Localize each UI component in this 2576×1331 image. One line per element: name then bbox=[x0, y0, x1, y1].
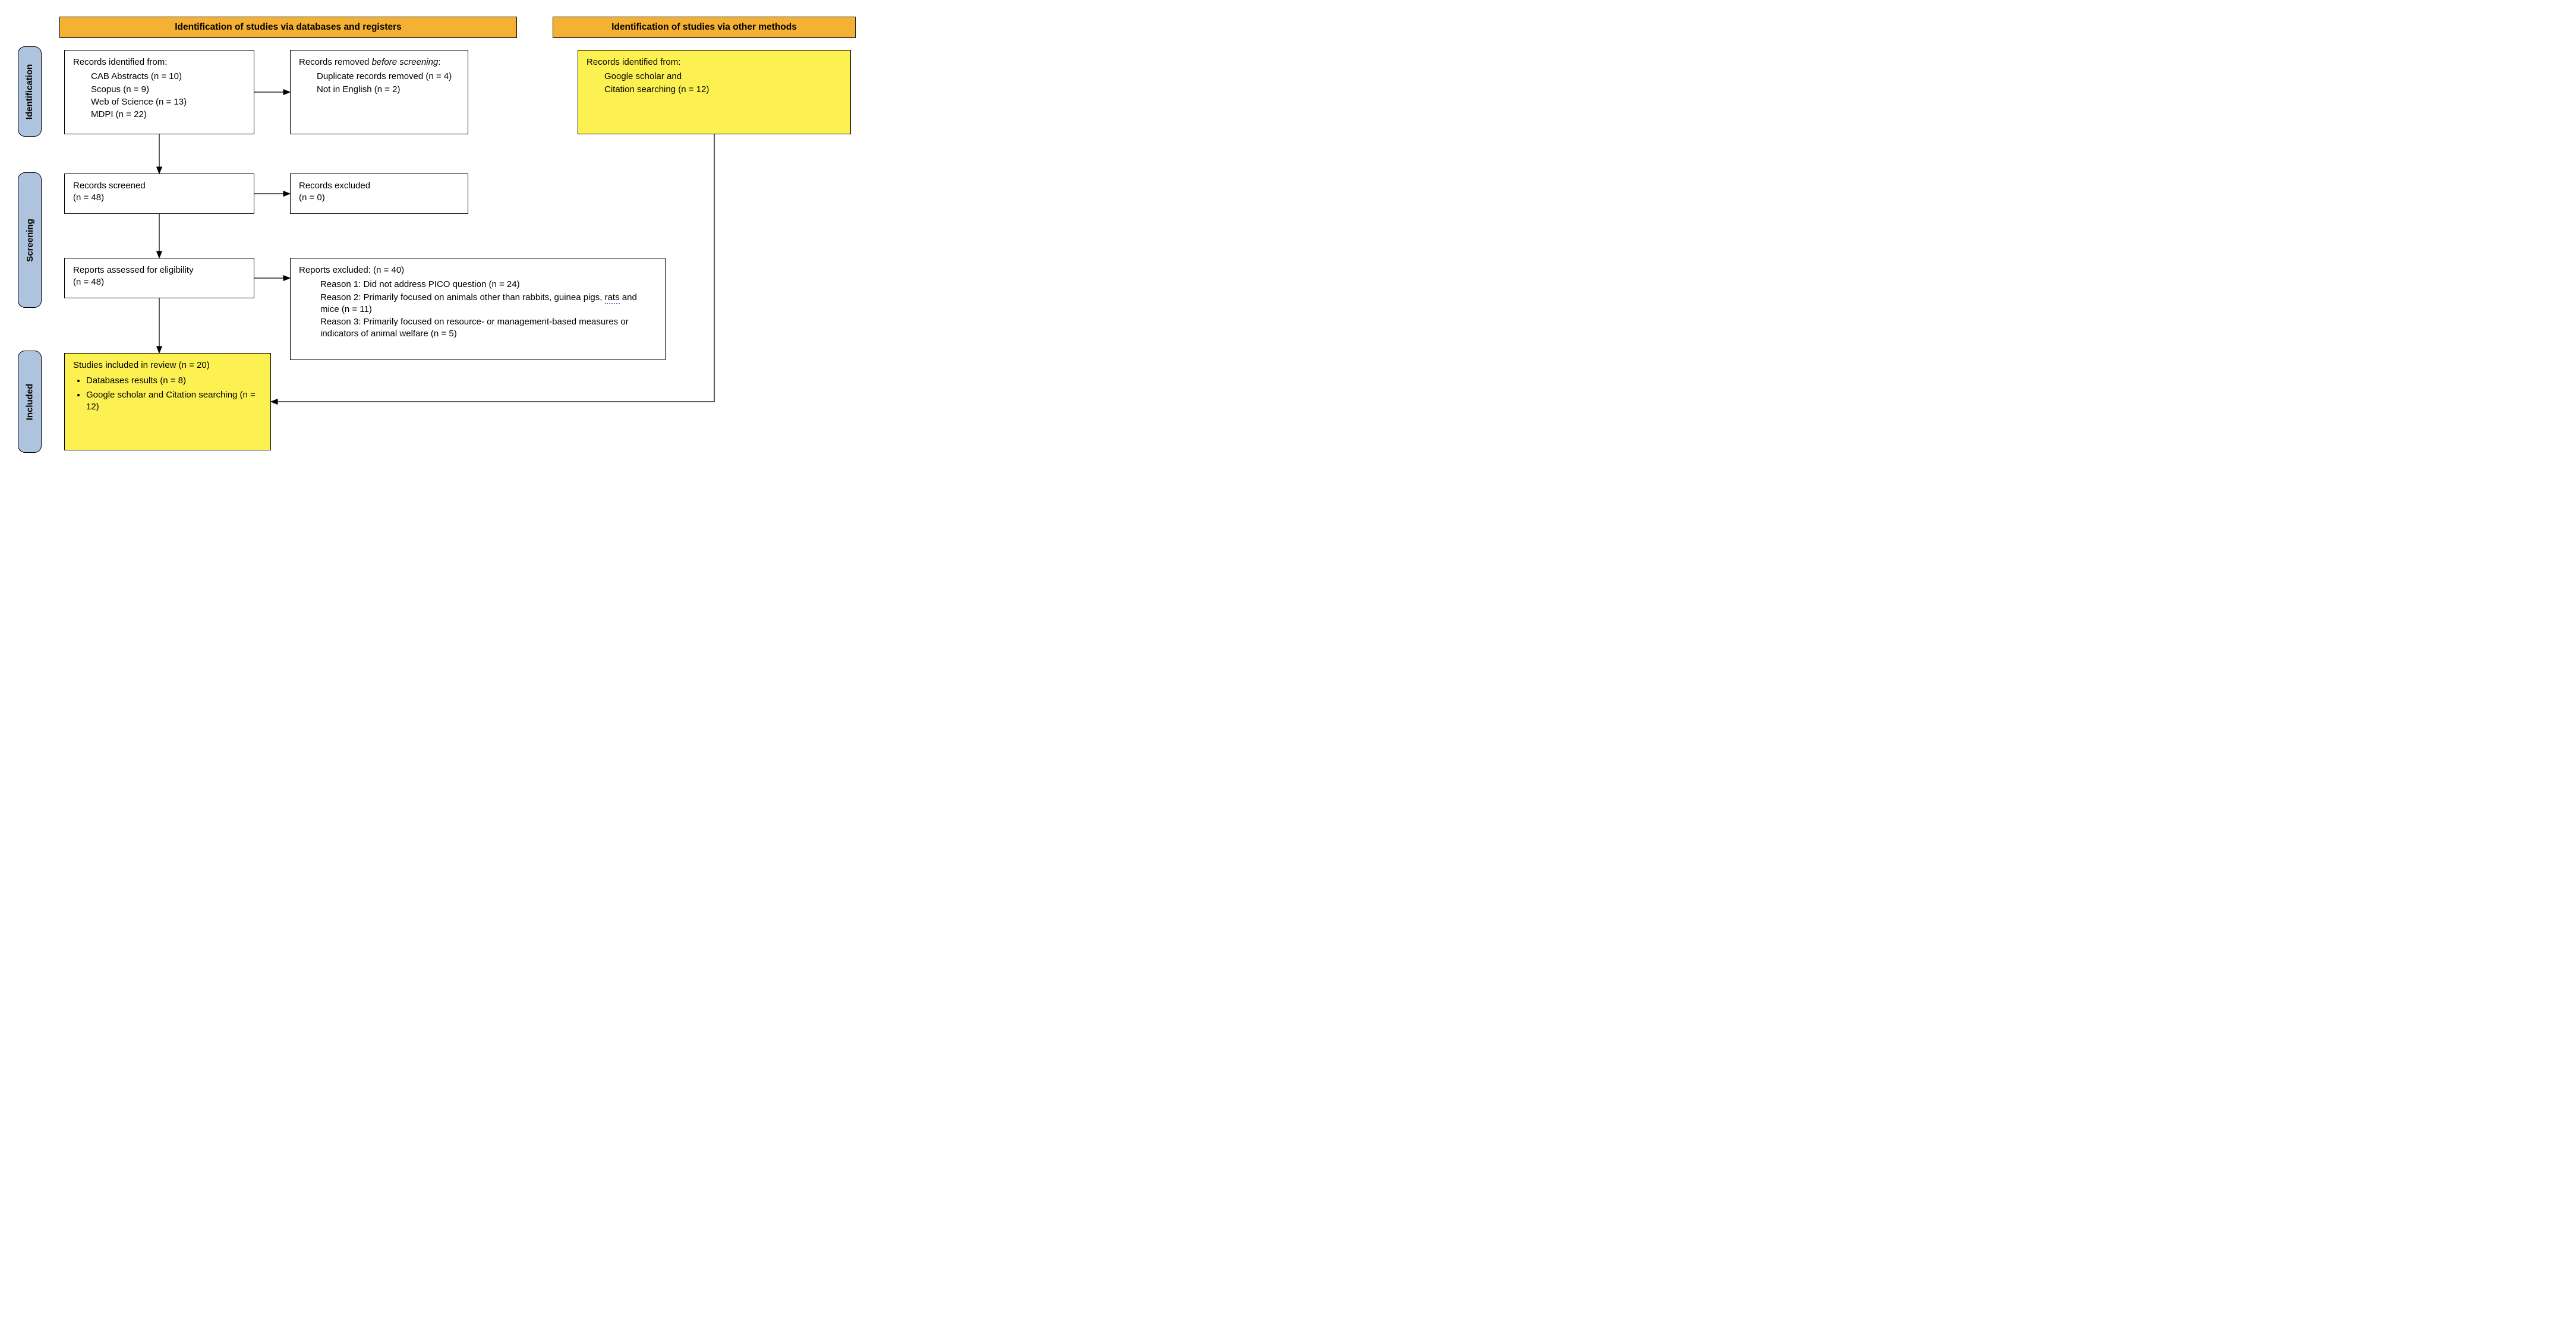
removed-before-title-post: : bbox=[438, 57, 440, 67]
excluded-reason-3: Reason 3: Primarily focused on resource-… bbox=[320, 316, 657, 340]
identified-other-items: Google scholar and Citation searching (n… bbox=[604, 71, 842, 96]
stage-included-label: Included bbox=[25, 383, 35, 420]
included-bullet: Databases results (n = 8) bbox=[86, 375, 262, 387]
excluded-screen-line1: Records excluded bbox=[299, 180, 459, 192]
screened-line2: (n = 48) bbox=[73, 192, 245, 204]
node-records-excluded: Records excluded (n = 0) bbox=[290, 174, 468, 214]
node-records-screened: Records screened (n = 48) bbox=[64, 174, 254, 214]
prisma-flowchart: Identification Screening Included Identi… bbox=[12, 12, 885, 463]
identified-db-title: Records identified from: bbox=[73, 56, 245, 68]
node-identified-databases: Records identified from: CAB Abstracts (… bbox=[64, 50, 254, 134]
identified-other-title: Records identified from: bbox=[587, 56, 842, 68]
excluded-reason-1: Reason 1: Did not address PICO question … bbox=[320, 279, 657, 291]
reason2-rats: rats bbox=[605, 292, 620, 304]
removed-before-items: Duplicate records removed (n = 4) Not in… bbox=[317, 71, 459, 96]
stage-identification-label: Identification bbox=[25, 64, 35, 119]
identified-db-items: CAB Abstracts (n = 10) Scopus (n = 9) We… bbox=[91, 71, 245, 121]
screened-line1: Records screened bbox=[73, 180, 245, 192]
header-other-methods: Identification of studies via other meth… bbox=[553, 17, 856, 38]
removed-before-item: Duplicate records removed (n = 4) bbox=[317, 71, 459, 83]
excluded-reports-title: Reports excluded: (n = 40) bbox=[299, 264, 657, 276]
identified-db-item: CAB Abstracts (n = 10) bbox=[91, 71, 245, 83]
stage-included: Included bbox=[18, 351, 42, 453]
removed-before-title-em: before screening bbox=[372, 57, 439, 67]
node-reports-assessed: Reports assessed for eligibility (n = 48… bbox=[64, 258, 254, 298]
identified-other-item: Google scholar and bbox=[604, 71, 842, 83]
excluded-reports-reasons: Reason 1: Did not address PICO question … bbox=[320, 279, 657, 340]
node-reports-excluded: Reports excluded: (n = 40) Reason 1: Did… bbox=[290, 258, 666, 360]
stage-screening: Screening bbox=[18, 172, 42, 308]
node-studies-included: Studies included in review (n = 20) Data… bbox=[64, 353, 271, 450]
identified-db-item: Web of Science (n = 13) bbox=[91, 96, 245, 108]
excluded-screen-line2: (n = 0) bbox=[299, 192, 459, 204]
removed-before-item: Not in English (n = 2) bbox=[317, 84, 459, 96]
identified-db-item: MDPI (n = 22) bbox=[91, 109, 245, 121]
assessed-line1: Reports assessed for eligibility bbox=[73, 264, 245, 276]
stage-screening-label: Screening bbox=[25, 219, 35, 262]
reason2-pre: Reason 2: Primarily focused on animals o… bbox=[320, 292, 605, 302]
stage-identification: Identification bbox=[18, 46, 42, 137]
included-bullet: Google scholar and Citation searching (n… bbox=[86, 389, 262, 414]
identified-db-item: Scopus (n = 9) bbox=[91, 84, 245, 96]
node-identified-other: Records identified from: Google scholar … bbox=[578, 50, 851, 134]
removed-before-title-pre: Records removed bbox=[299, 57, 372, 67]
included-bullets: Databases results (n = 8) Google scholar… bbox=[86, 375, 262, 413]
header-databases: Identification of studies via databases … bbox=[59, 17, 517, 38]
node-removed-before-screening: Records removed before screening: Duplic… bbox=[290, 50, 468, 134]
excluded-reason-2: Reason 2: Primarily focused on animals o… bbox=[320, 292, 657, 316]
included-title: Studies included in review (n = 20) bbox=[73, 359, 262, 371]
identified-other-item: Citation searching (n = 12) bbox=[604, 84, 842, 96]
removed-before-title: Records removed before screening: bbox=[299, 56, 459, 68]
assessed-line2: (n = 48) bbox=[73, 276, 245, 288]
